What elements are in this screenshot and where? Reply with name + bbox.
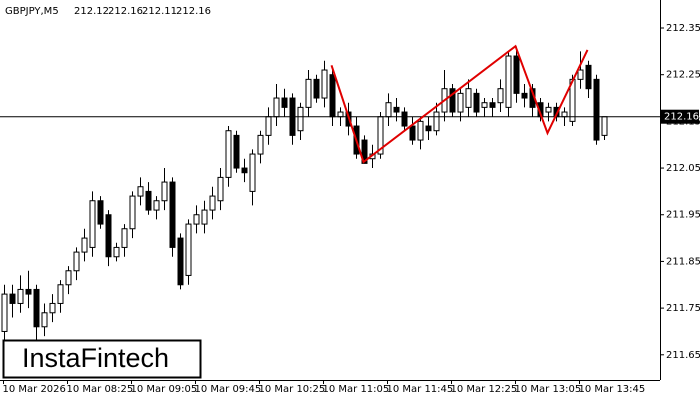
candle-body: [337, 111, 344, 118]
candle-body: [225, 130, 232, 178]
header: GBPJPY,M5 212.12 212.16 212.11 212.16: [5, 6, 211, 17]
candle-body: [193, 214, 200, 225]
ohlc-close: 212.16: [176, 6, 211, 17]
candle-body: [393, 106, 400, 113]
candle-body: [73, 251, 80, 272]
ohlc-low: 212.11: [142, 6, 177, 17]
candle-body: [161, 181, 168, 202]
y-tick-label: 212.05: [666, 163, 700, 174]
x-tick-label: 10 Mar 09:45: [195, 384, 262, 395]
candle-body: [433, 111, 440, 132]
candle-body: [329, 74, 336, 118]
candle-body: [257, 134, 264, 155]
y-tick-label: 211.95: [666, 210, 700, 221]
candle-body: [313, 78, 320, 99]
logo: InstaFintech: [22, 343, 169, 373]
candle-body: [9, 293, 16, 304]
candle-body: [113, 246, 120, 258]
candle-body: [273, 97, 280, 118]
candle-body: [505, 55, 512, 108]
candle-body: [561, 111, 568, 118]
x-tick-label: 10 Mar 2026: [3, 384, 66, 395]
y-tick-label: 212.35: [666, 23, 700, 34]
candle-body: [65, 270, 72, 286]
candle-body: [481, 102, 488, 108]
candle-body: [1, 293, 8, 332]
candle-body: [153, 200, 160, 211]
candle-body: [497, 88, 504, 104]
candle-body: [385, 102, 392, 118]
candle-body: [17, 288, 24, 304]
x-tick-label: 10 Mar 08:25: [67, 384, 134, 395]
candle-body: [81, 237, 88, 253]
candle-body: [297, 106, 304, 132]
candle-body: [49, 302, 56, 314]
y-tick-label: 211.85: [666, 256, 700, 267]
x-tick-label: 10 Mar 10:25: [259, 384, 326, 395]
candle-body: [105, 214, 112, 258]
candle-body: [585, 64, 592, 90]
candle-body: [41, 312, 48, 328]
candle-body: [209, 195, 216, 211]
candle-body: [417, 120, 424, 141]
candle-body: [513, 55, 520, 94]
y-tick-label: 211.65: [666, 350, 700, 361]
candle-body: [521, 92, 528, 99]
symbol: GBPJPY,M5: [5, 6, 59, 17]
ohlc-open: 212.12: [74, 6, 109, 17]
x-tick-label: 10 Mar 09:05: [131, 384, 198, 395]
candle-body: [409, 125, 416, 141]
candle-body: [241, 167, 248, 174]
y-tick-label: 212.25: [666, 70, 700, 81]
candle-body: [33, 288, 40, 328]
x-tick-label: 10 Mar 12:25: [451, 384, 518, 395]
candle-body: [25, 288, 32, 295]
candle-body: [185, 223, 192, 276]
candle-body: [577, 69, 584, 80]
candle-body: [129, 195, 136, 230]
candle-body: [89, 200, 96, 248]
candle-body: [201, 209, 208, 225]
current-price-label: 212.16: [664, 112, 699, 123]
candle-body: [121, 228, 128, 248]
candle-body: [217, 176, 224, 202]
candle-body: [97, 200, 104, 225]
x-tick-label: 10 Mar 13:05: [515, 384, 582, 395]
candle-body: [281, 97, 288, 108]
candle-body: [137, 186, 144, 197]
y-tick-label: 211.75: [666, 303, 700, 314]
pattern-line: [330, 44, 589, 164]
candle-body: [401, 111, 408, 127]
candle-body: [449, 88, 456, 113]
candle-body: [305, 78, 312, 108]
candle-body: [249, 153, 256, 192]
candle-body: [465, 88, 472, 108]
x-tick-label: 10 Mar 11:05: [323, 384, 390, 395]
candle-body: [145, 190, 152, 211]
candle-body: [233, 134, 240, 169]
candle-body: [177, 237, 184, 286]
candle-body: [593, 78, 600, 141]
candle-body: [425, 125, 432, 132]
candle-body: [545, 106, 552, 113]
x-tick-label: 10 Mar 11:45: [387, 384, 454, 395]
candle-body: [473, 92, 480, 113]
ohlc-high: 212.16: [108, 6, 143, 17]
candle-body: [169, 181, 176, 248]
logo-box: [2, 339, 202, 379]
candle-body: [601, 116, 608, 136]
current-price-tag: [661, 109, 699, 124]
candle-body: [457, 92, 464, 113]
candle-body: [489, 102, 496, 108]
candle-body: [57, 284, 64, 304]
candle-body: [265, 116, 272, 136]
candle-body: [361, 139, 368, 164]
candle-body: [321, 69, 328, 99]
x-tick-label: 10 Mar 13:45: [579, 384, 646, 395]
